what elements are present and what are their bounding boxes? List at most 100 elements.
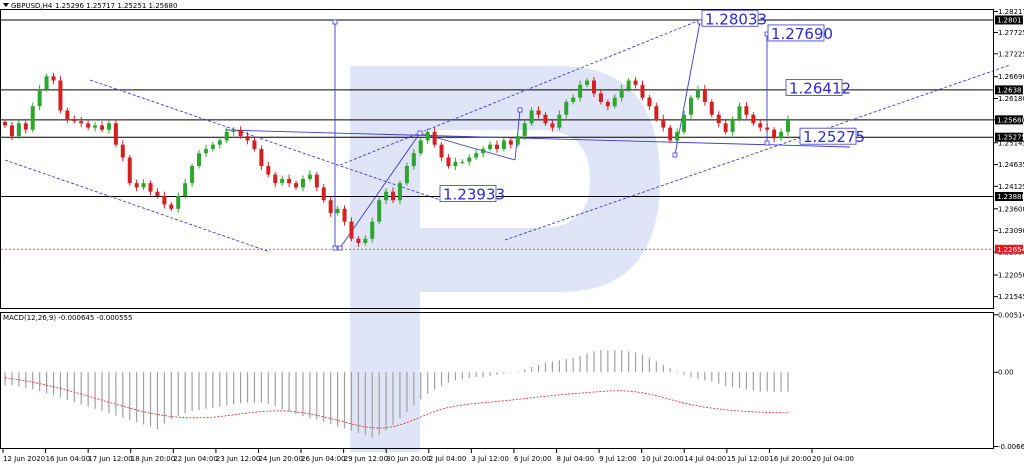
downtrend-channel-upper: [89, 79, 441, 201]
level-tag: [995, 132, 1023, 142]
candle-body: [183, 183, 188, 196]
macd-tick-label: 0.00: [998, 369, 1014, 377]
annotation-label: 1.25275: [803, 128, 865, 146]
candle-body: [294, 183, 299, 188]
candle-body: [93, 125, 98, 128]
annotation-box: [439, 185, 497, 202]
candle-body: [113, 123, 118, 145]
candle-body: [155, 191, 160, 196]
annotation-box: [701, 9, 759, 27]
anchor-point: [332, 245, 338, 251]
y-tick-label: 1.26690: [998, 73, 1024, 81]
candle-body: [300, 178, 305, 188]
candle-body: [751, 114, 756, 124]
candle-body: [564, 101, 569, 115]
candle-body: [723, 123, 728, 132]
anchor-point: [337, 245, 343, 251]
annotation-box: [767, 24, 825, 42]
candle-body: [273, 174, 278, 184]
triangle-down-icon[interactable]: [3, 3, 9, 7]
macd-title: MACD(12,26,9) -0.000645 -0.000555: [3, 314, 132, 322]
candle-body: [190, 166, 195, 184]
candle-body: [397, 183, 402, 201]
candle-body: [141, 183, 146, 188]
candle-body: [363, 238, 368, 244]
candle-body: [203, 148, 208, 154]
candle-body: [120, 144, 125, 158]
uptrend-channel-lower: [504, 64, 1011, 241]
impulse-wave-4: [674, 21, 701, 156]
x-tick-label: 26 Jun 04:00: [301, 455, 345, 463]
candle-body: [598, 93, 603, 102]
candle-body: [335, 208, 340, 214]
annotation-box: [799, 127, 857, 145]
anchor-point: [764, 140, 770, 146]
candle-body: [501, 140, 506, 149]
level-tag: [995, 85, 1023, 95]
candle-body: [266, 166, 271, 175]
candle-body: [127, 157, 132, 184]
candle-body: [640, 84, 645, 98]
y-tick-label: 1.26180: [998, 95, 1024, 103]
x-tick-label: 16 Jun 04:00: [46, 455, 90, 463]
candle-body: [682, 114, 687, 132]
candle-body: [481, 148, 486, 154]
candle-body: [661, 119, 666, 128]
y-tick-label: 1.24125: [998, 183, 1024, 191]
symbol-title: GBPUSD,H4: [11, 2, 53, 10]
x-tick-label: 18 Jun 20:00: [131, 455, 175, 463]
candle-body: [411, 153, 416, 167]
candle-body: [474, 153, 479, 158]
candle-body: [224, 131, 229, 141]
macd-histogram: [4, 350, 789, 438]
macd-panel-frame: [0, 312, 994, 449]
candle-body: [162, 195, 167, 205]
x-tick-label: 3 Jul 12:00: [471, 455, 509, 463]
candle-body: [384, 191, 389, 201]
annotation-label: 1.23933: [443, 186, 505, 204]
y-tick-label: 1.23090: [998, 227, 1024, 235]
level-tag-label: 1.28017: [997, 16, 1024, 24]
x-tick-label: 9 Jul 12:00: [599, 455, 637, 463]
candle-body: [356, 238, 361, 244]
y-tick-label: 1.27225: [998, 50, 1024, 58]
candle-body: [765, 127, 770, 130]
candle-body: [148, 183, 153, 192]
candle-body: [522, 123, 527, 137]
annotation-box: [785, 79, 843, 96]
annotation-label: 1.26412: [789, 80, 851, 98]
candle-body: [432, 131, 437, 145]
candle-body: [259, 148, 264, 167]
candle-body: [494, 144, 499, 149]
y-tick-label: 1.28217: [998, 8, 1024, 16]
candle-body: [695, 89, 700, 98]
candle-body: [633, 80, 638, 85]
x-tick-label: 16 Jul 20:00: [769, 455, 811, 463]
candle-body: [550, 123, 555, 128]
x-tick-label: 10 Jul 20:00: [642, 455, 684, 463]
candle-body: [391, 191, 396, 201]
candle-body: [328, 200, 333, 214]
candle-body: [65, 110, 70, 120]
level-tag: [995, 115, 1023, 125]
anchor-point: [672, 152, 678, 158]
candle-body: [744, 106, 749, 115]
candle-body: [23, 123, 28, 130]
x-tick-label: 29 Jun 12:00: [344, 455, 388, 463]
candle-body: [37, 89, 42, 107]
candle-body: [425, 131, 430, 141]
candle-body: [515, 136, 520, 145]
candle-body: [217, 140, 222, 145]
candle-body: [418, 140, 423, 154]
candle-body: [439, 144, 444, 158]
x-tick-label: 30 Jun 20:00: [386, 455, 430, 463]
candle-body: [134, 183, 139, 188]
candle-body: [106, 123, 111, 130]
macd-tick-label: 0.00514: [998, 311, 1024, 319]
horizontal-support: [224, 129, 851, 148]
x-tick-label: 8 Jul 04:00: [557, 455, 595, 463]
candle-body: [626, 80, 631, 90]
candle-body: [58, 80, 63, 111]
